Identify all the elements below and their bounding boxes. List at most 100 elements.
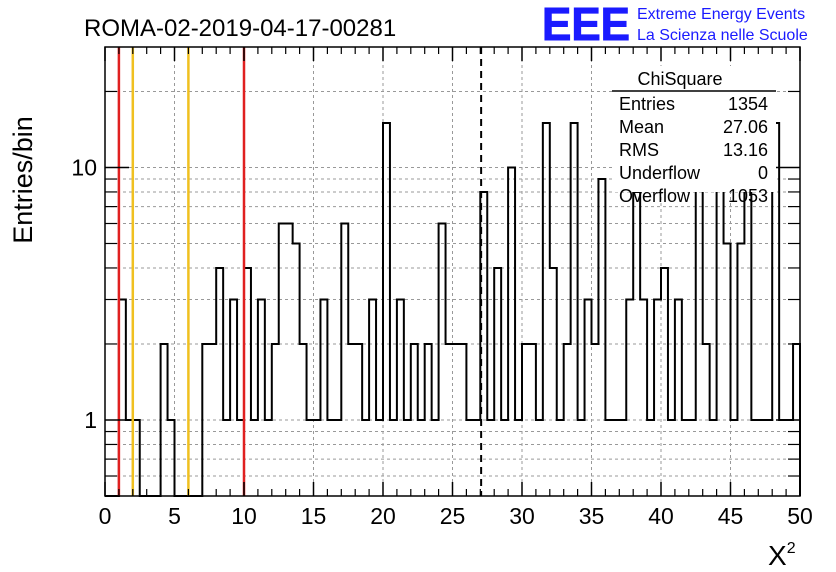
histogram-bin	[425, 344, 432, 496]
histogram-bin	[327, 420, 334, 496]
y-axis-ticks: 1 10	[71, 90, 800, 477]
histogram-bin	[779, 420, 786, 496]
chart-title: ROMA-02-2019-04-17-00281	[84, 15, 396, 42]
x-tick-label: 30	[509, 503, 535, 529]
histogram-bin	[251, 420, 258, 496]
histogram-bin	[258, 300, 265, 496]
histogram-bin	[751, 420, 758, 496]
histogram-bin	[230, 300, 237, 496]
histogram-bin	[334, 420, 341, 496]
histogram-bin	[439, 223, 446, 496]
histogram-bin	[619, 420, 626, 496]
histogram-bin	[710, 420, 717, 496]
histogram-bin	[202, 344, 209, 496]
histogram-bin	[453, 344, 460, 496]
histogram-bin	[612, 420, 619, 496]
histogram-bin	[564, 344, 571, 496]
histogram-bin	[529, 344, 536, 496]
histogram-bin	[508, 167, 515, 496]
histogram-bin	[598, 179, 605, 496]
x-tick-label: 25	[440, 503, 466, 529]
histogram-bin	[459, 344, 466, 496]
histogram-bin	[494, 268, 501, 496]
x-tick-label: 15	[301, 503, 327, 529]
histogram-bin	[348, 344, 355, 496]
histogram-bin	[418, 420, 425, 496]
histogram-bin	[279, 223, 286, 496]
histogram-bin	[487, 420, 494, 496]
stats-row-value: 27.06	[723, 117, 768, 137]
x-axis-label-superscript: 2	[787, 540, 796, 557]
histogram-bin	[286, 223, 293, 496]
eee-logo: EEE Extreme Energy Events La Scienza nel…	[542, 0, 808, 51]
histogram-bin	[320, 300, 327, 496]
histogram-bin	[675, 300, 682, 496]
histogram-bin	[522, 344, 529, 496]
histogram-bin	[550, 268, 557, 496]
stats-row-label: RMS	[619, 140, 659, 160]
histogram-bin	[501, 420, 508, 496]
x-tick-label: 20	[370, 503, 396, 529]
histogram-bin	[758, 420, 765, 496]
x-axis-ticks: 0 5 10 15 20 25 30 35 40 45 50	[99, 47, 813, 529]
histogram-bin	[605, 420, 612, 496]
histogram-bin	[578, 420, 585, 496]
histogram-bin	[765, 420, 772, 496]
histogram-bin	[341, 223, 348, 496]
histogram-bars	[105, 122, 801, 497]
histogram-bin	[536, 420, 543, 496]
histogram-bin	[314, 420, 321, 496]
histogram-bin	[362, 420, 369, 496]
histogram-bin	[265, 420, 272, 496]
x-tick-label: 40	[648, 503, 674, 529]
histogram-bin	[661, 268, 668, 496]
x-tick-label: 0	[99, 503, 112, 529]
histogram-bin	[383, 123, 390, 496]
histogram-bin	[640, 300, 647, 496]
stats-row-label: Underflow	[619, 163, 701, 183]
histogram-bin	[216, 268, 223, 496]
histogram-bin	[515, 420, 522, 496]
y-axis-label: Entries/bin	[8, 116, 38, 244]
x-tick-label: 45	[718, 503, 744, 529]
histogram-bin	[446, 344, 453, 496]
histogram-bin	[272, 344, 279, 496]
x-tick-label: 35	[579, 503, 605, 529]
stats-row-value: 1053	[728, 186, 768, 206]
y-tick-label: 10	[71, 154, 97, 180]
stats-box-title: ChiSquare	[637, 69, 722, 89]
histogram-bin	[647, 420, 654, 496]
histogram-bin	[369, 300, 376, 496]
histogram-bin	[376, 420, 383, 496]
histogram-bin	[473, 420, 480, 496]
histogram-bin	[592, 344, 599, 496]
histogram-bin	[737, 243, 744, 496]
x-tick-label: 10	[231, 503, 257, 529]
x-axis-label: X2	[768, 540, 796, 571]
histogram-bin	[703, 344, 710, 496]
histogram-bin	[682, 420, 689, 496]
x-tick-label: 5	[168, 503, 181, 529]
histogram-bin	[300, 344, 307, 496]
stats-row-value: 1354	[728, 94, 768, 114]
histogram-bin	[432, 420, 439, 496]
stats-row-label: Entries	[619, 94, 675, 114]
histogram-bin	[293, 243, 300, 496]
histogram-bin	[168, 420, 175, 496]
histogram-bin	[633, 192, 640, 496]
histogram-bin	[731, 420, 738, 496]
stats-box: ChiSquare Entries 1354 Mean 27.06 RMS 13.16 Un…	[612, 66, 776, 206]
histogram-bin	[543, 123, 550, 496]
histogram-bin	[571, 123, 578, 496]
histogram-bin	[480, 192, 487, 496]
y-tick-label: 1	[84, 407, 97, 433]
stats-row-value: 13.16	[723, 140, 768, 160]
histogram-bin	[724, 243, 731, 496]
cut-lines	[117, 47, 246, 496]
histogram-bin	[390, 420, 397, 496]
histogram-bin	[689, 420, 696, 496]
eee-logo-line1: Extreme Energy Events	[637, 6, 805, 23]
histogram-bin	[654, 300, 661, 496]
histogram-bin	[404, 420, 411, 496]
